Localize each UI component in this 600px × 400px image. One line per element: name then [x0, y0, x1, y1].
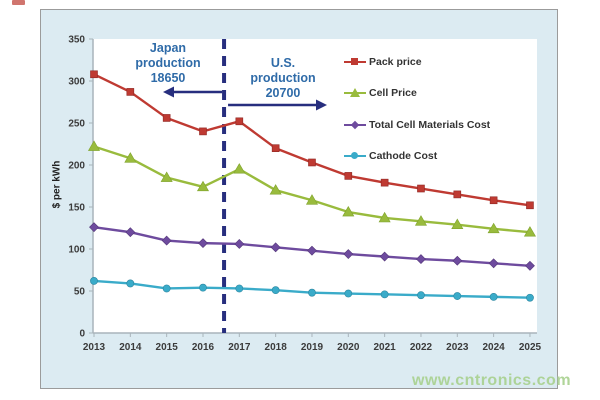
legend-label-cathode-cost: Cathode Cost [369, 150, 438, 162]
annotation-line: production [135, 56, 201, 70]
annotation-japan-production: Japan production 18650 [110, 41, 226, 86]
legend-marker-cell-price [344, 88, 366, 98]
legend-item-cathode-cost: Cathode Cost [344, 150, 437, 162]
annotation-line: U.S. [270, 56, 296, 70]
square-marker-icon [351, 58, 358, 65]
legend-marker-pack-price [344, 57, 366, 67]
annotation-line: 18650 [150, 71, 186, 85]
watermark: www.cntronics.com [412, 372, 572, 389]
legend-label-cell-price: Cell Price [369, 87, 417, 99]
legend-marker-total-cell-materials-cost [344, 120, 366, 130]
y-axis-title: $ per kWh [51, 160, 63, 209]
legend-marker-cathode-cost [344, 151, 366, 161]
legend-label-pack-price: Pack price [369, 56, 422, 68]
legend-item-cell-price: Cell Price [344, 87, 417, 99]
legend-item-pack-price: Pack price [344, 56, 422, 68]
circle-marker-icon [351, 152, 358, 159]
diamond-marker-icon [350, 120, 360, 130]
legend-label-total-cell-materials-cost: Total Cell Materials Cost [369, 119, 491, 131]
annotation-us-production: U.S. production 20700 [225, 56, 341, 101]
legend-item-total-cell-materials-cost: Total Cell Materials Cost [344, 119, 490, 131]
annotation-line: Japan [149, 41, 187, 55]
triangle-marker-icon [350, 88, 360, 97]
annotation-line: 20700 [265, 86, 301, 100]
corner-artifact [12, 0, 25, 5]
annotation-line: production [250, 71, 316, 85]
